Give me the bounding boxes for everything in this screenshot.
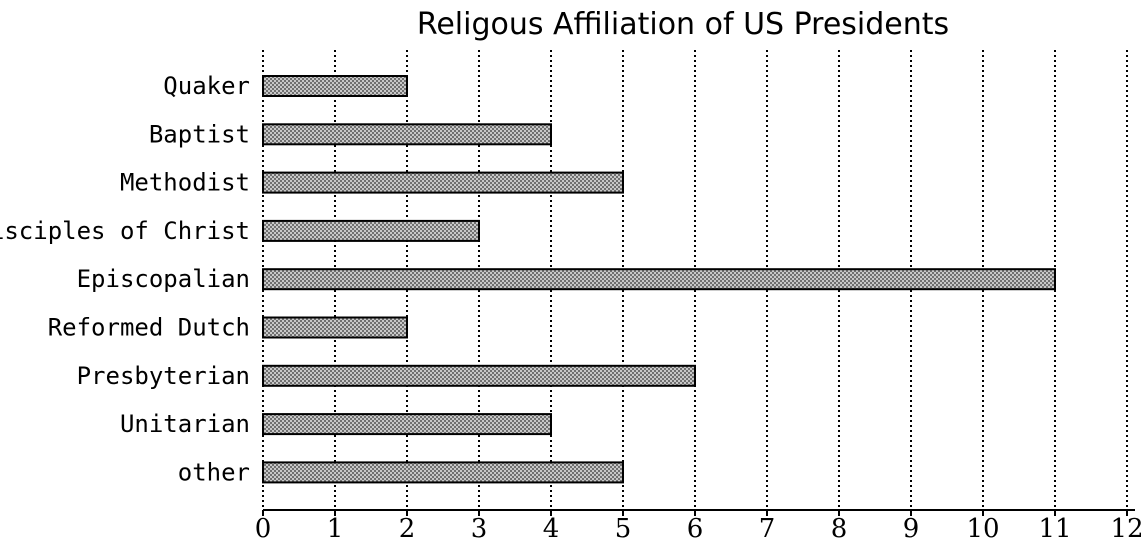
x-tick-label: 10 <box>966 514 999 540</box>
bar <box>262 316 408 339</box>
x-tick-label: 3 <box>471 514 488 540</box>
bar <box>262 413 552 436</box>
category-label: Presbyterian <box>77 362 250 390</box>
bar <box>262 364 696 387</box>
x-tick-label: 0 <box>255 514 272 540</box>
bars <box>262 75 1056 484</box>
x-tick-label: 1 <box>327 514 344 540</box>
x-axis: 0 1 2 3 4 5 6 7 8 9 10 11 12 <box>255 509 1144 544</box>
category-label: other <box>178 458 250 486</box>
x-tick-label: 7 <box>759 514 776 540</box>
x-tick-label: 8 <box>831 514 848 540</box>
category-labels: Quaker Baptist Methodist Disciples of Chris… <box>0 72 250 486</box>
x-tick-label: 6 <box>687 514 704 540</box>
category-label: Reformed Dutch <box>48 314 250 342</box>
category-label: Baptist <box>149 120 250 148</box>
x-tick-label: 9 <box>903 514 920 540</box>
bar <box>262 268 1056 291</box>
bar <box>262 171 624 194</box>
x-tick-label: 2 <box>399 514 416 540</box>
chart-title: Religous Affiliation of US Presidents <box>417 7 949 42</box>
category-label: Methodist <box>120 169 250 197</box>
x-tick-label: 11 <box>1038 514 1071 540</box>
category-label: Unitarian <box>120 410 250 438</box>
bar <box>262 75 408 97</box>
category-label: Disciples of Christ <box>0 217 250 245</box>
x-tick-label: 4 <box>543 514 560 540</box>
bar <box>262 123 552 146</box>
category-label: Quaker <box>163 72 250 100</box>
x-tick-label: 12 <box>1110 514 1143 540</box>
bar <box>262 219 480 242</box>
category-label: Episcopalian <box>77 265 250 293</box>
x-tick-label: 5 <box>615 514 632 540</box>
bar <box>262 461 624 484</box>
